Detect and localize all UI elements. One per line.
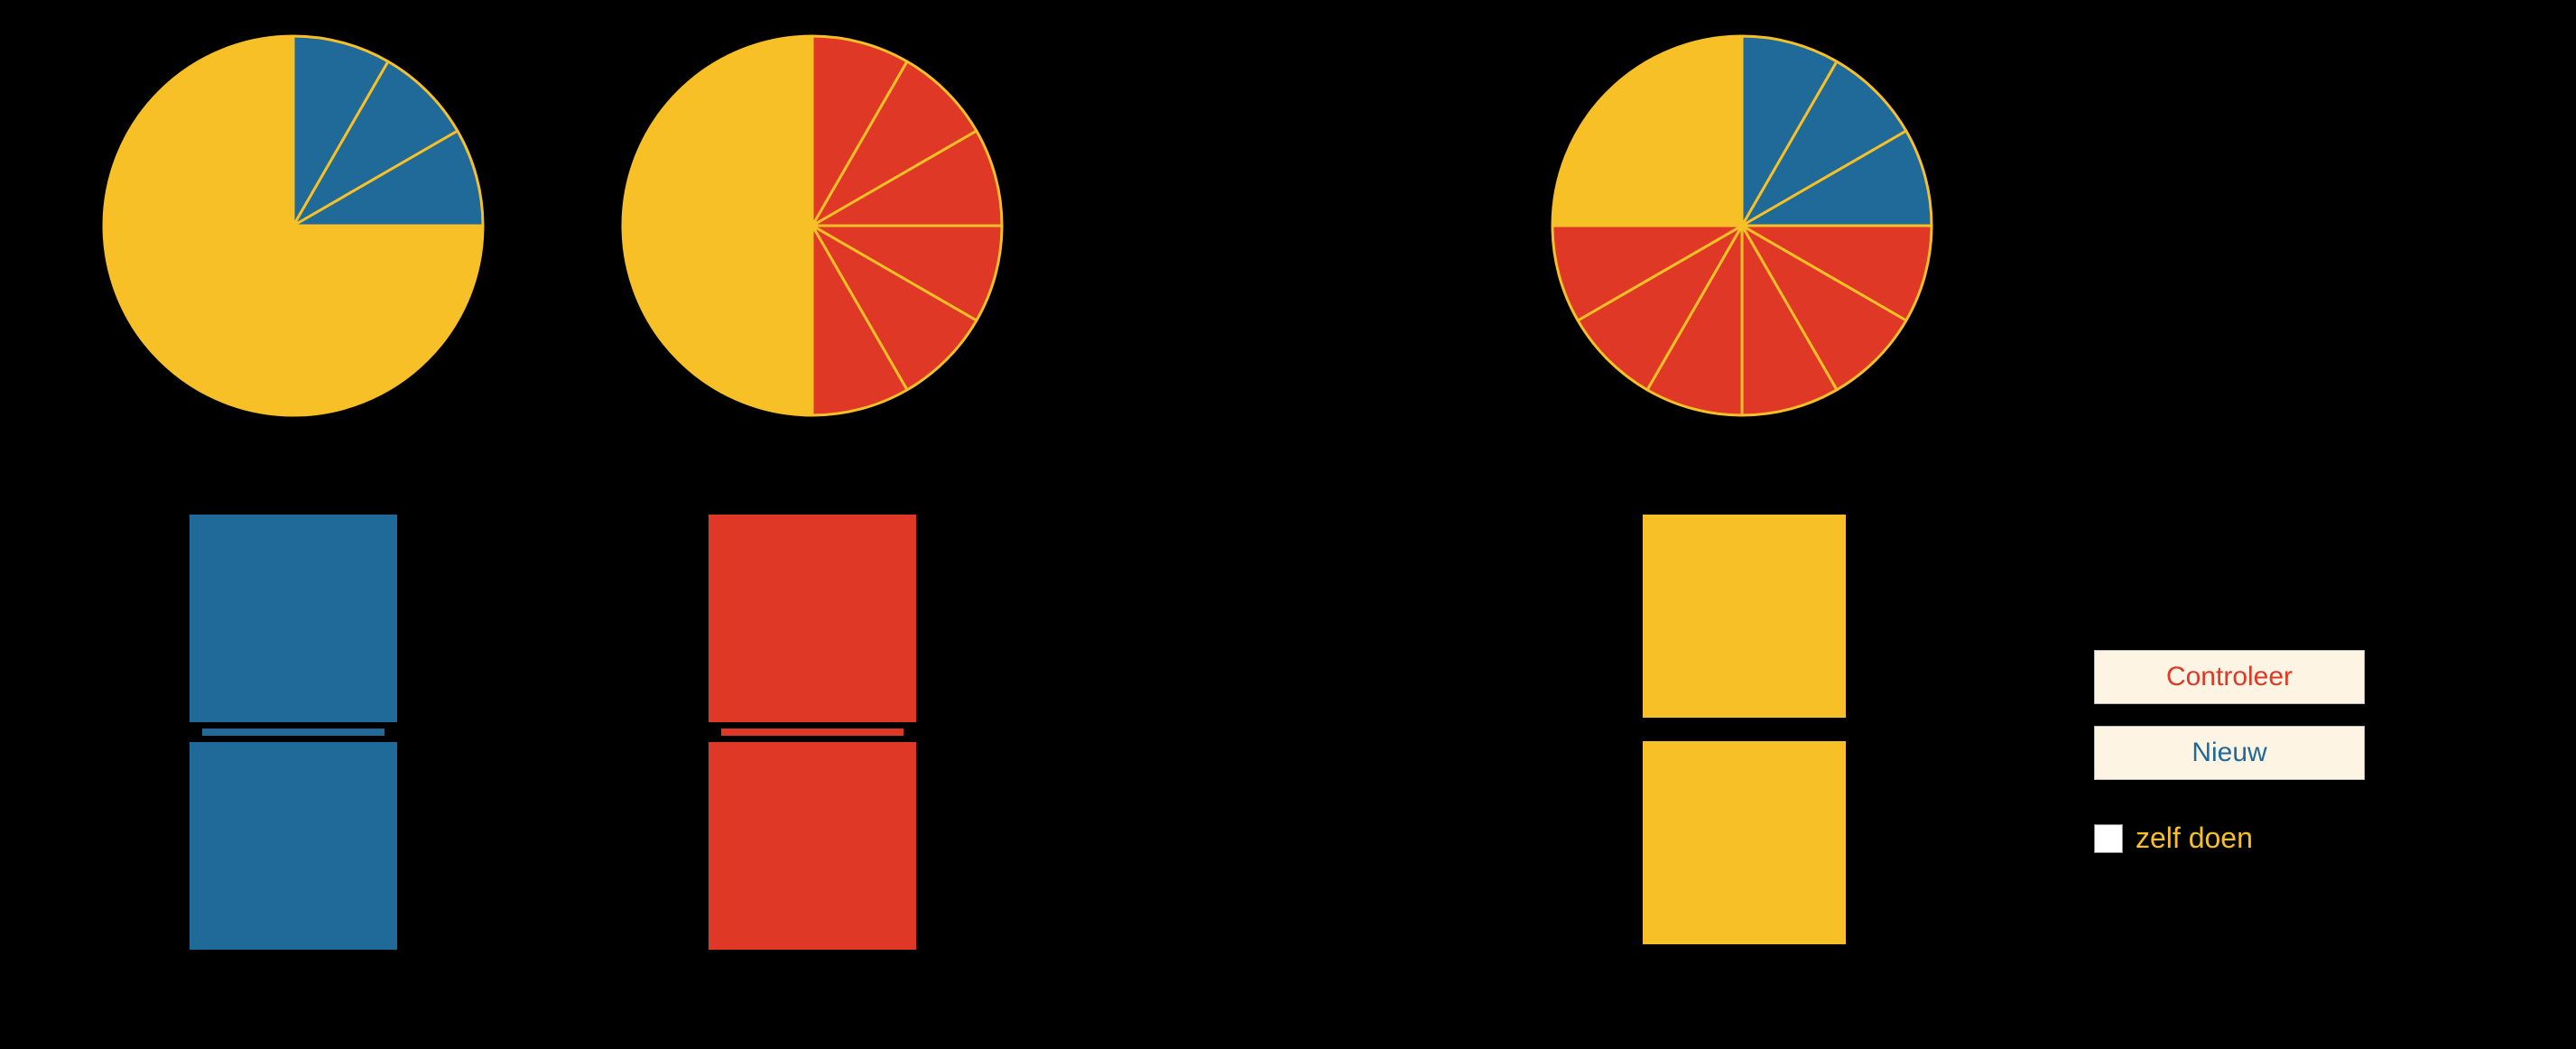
- button-label: Nieuw: [2191, 738, 2266, 768]
- square-1-top: [190, 515, 397, 722]
- button-label: Controleer: [2166, 662, 2293, 692]
- square-2-bottom: [709, 742, 916, 950]
- button-panel: Controleer Nieuw: [2094, 650, 2365, 802]
- pie-chart-1: [99, 32, 487, 420]
- square-group-1: [190, 515, 397, 950]
- controleer-button[interactable]: Controleer: [2094, 650, 2365, 704]
- legend-label: zelf doen: [2136, 822, 2253, 855]
- nieuw-button[interactable]: Nieuw: [2094, 726, 2365, 780]
- legend-zelf-doen[interactable]: zelf doen: [2094, 822, 2253, 855]
- pie-3-slice-10: [1552, 36, 1742, 226]
- square-2-divider-bar: [721, 729, 903, 736]
- square-3-top: [1643, 515, 1846, 718]
- pie-chart-3: [1548, 32, 1936, 420]
- square-group-3: [1643, 515, 1846, 944]
- square-2-top: [709, 515, 916, 722]
- checkbox-icon[interactable]: [2094, 824, 2123, 853]
- square-3-bottom: [1643, 741, 1846, 944]
- pie-2-slice-7: [623, 36, 812, 415]
- square-1-bottom: [190, 742, 397, 950]
- square-group-2: [709, 515, 916, 950]
- chart-canvas: Controleer Nieuw zelf doen: [0, 0, 2576, 1049]
- pie-chart-2: [618, 32, 1006, 420]
- square-1-divider-bar: [202, 729, 385, 736]
